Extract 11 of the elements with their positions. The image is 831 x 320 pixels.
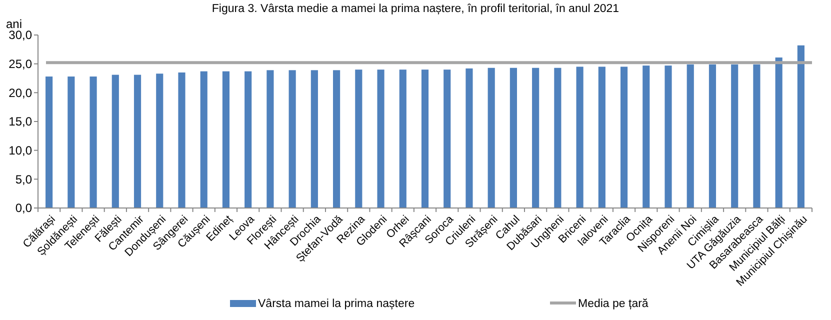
y-axis-title: ani [6,17,22,31]
y-tick-label: 5,0 [15,172,32,186]
y-tick-label: 20,0 [8,86,32,100]
y-tick-label: 15,0 [8,114,32,129]
y-tick-label: 25,0 [8,57,32,72]
legend-label: Media pe țară [578,298,649,310]
legend-label: Vârsta mamei la prima naștere [258,298,415,310]
y-tick-label: 10,0 [8,144,32,158]
y-tick-label: 30,0 [8,28,32,42]
chart-title: Figura 3. Vârsta medie a mamei la prima naștere, în profil teritorial, în anul 2021 [212,3,620,15]
y-tick-label: 0,0 [15,201,32,216]
